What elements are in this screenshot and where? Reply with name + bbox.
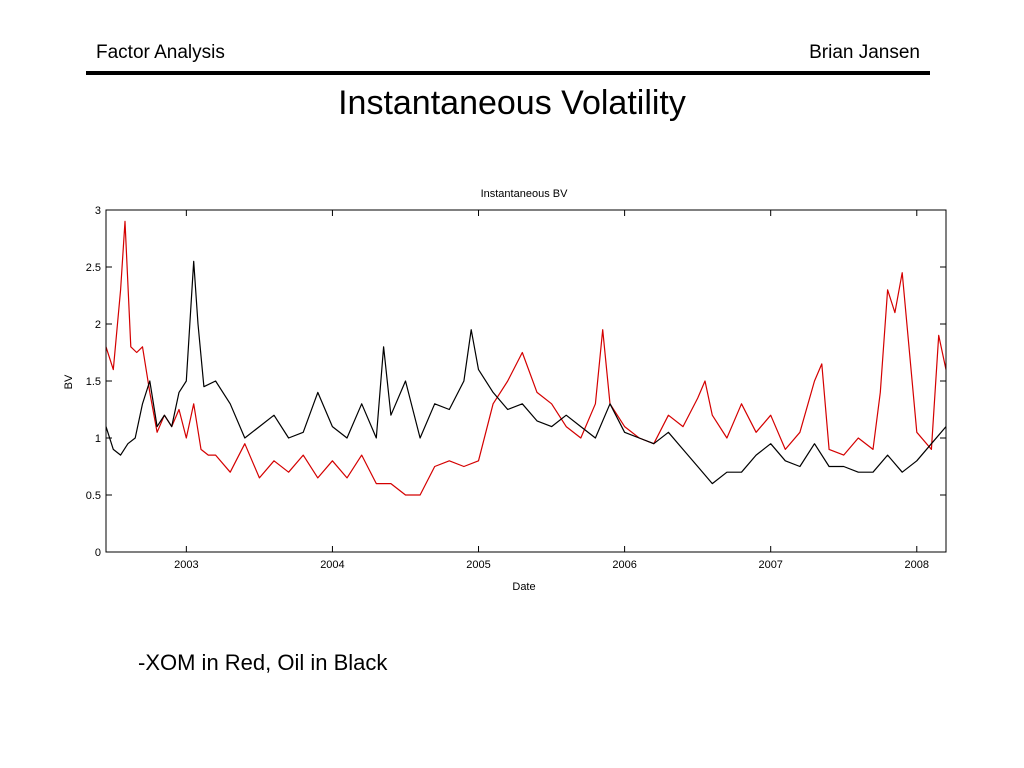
axes-box [105,209,947,553]
chart-svg: Instantaneous BV Date BV 2003 2004 2005 200… [63,188,947,593]
y-tick-label: 0.5 [86,490,101,502]
x-tick-label: 2008 [905,559,929,571]
y-tick-label: 1.5 [86,376,101,388]
x-tick-label: 2004 [320,559,344,571]
chart-title: Instantaneous BV [481,188,569,200]
y-tick-label: 0 [95,547,101,559]
slide-title: Instantaneous Volatility [338,84,686,122]
x-tick-label: 2007 [758,559,782,571]
y-tick-label: 2 [95,319,101,331]
plot-area: 2003 2004 2005 2006 2007 2008 0 0.5 1 1.5 2 2.5 3 [86,205,947,571]
slide-header-left: Factor Analysis [96,42,225,63]
x-tick-label: 2003 [174,559,198,571]
y-tick-label: 3 [95,205,101,217]
slide-header-right: Brian Jansen [809,42,920,63]
x-tick-label: 2005 [466,559,490,571]
y-tick-label: 1 [95,433,101,445]
x-axis-label: Date [512,581,535,593]
y-tick-label: 2.5 [86,262,101,274]
header-rule [86,71,930,75]
series-line-0 [105,220,947,496]
series-line-1 [105,260,947,485]
caption: -XOM in Red, Oil in Black [138,650,388,675]
y-axis-label: BV [63,374,75,389]
x-tick-label: 2006 [612,559,636,571]
chart: Instantaneous BV Date BV 2003 2004 2005 200… [63,188,947,593]
